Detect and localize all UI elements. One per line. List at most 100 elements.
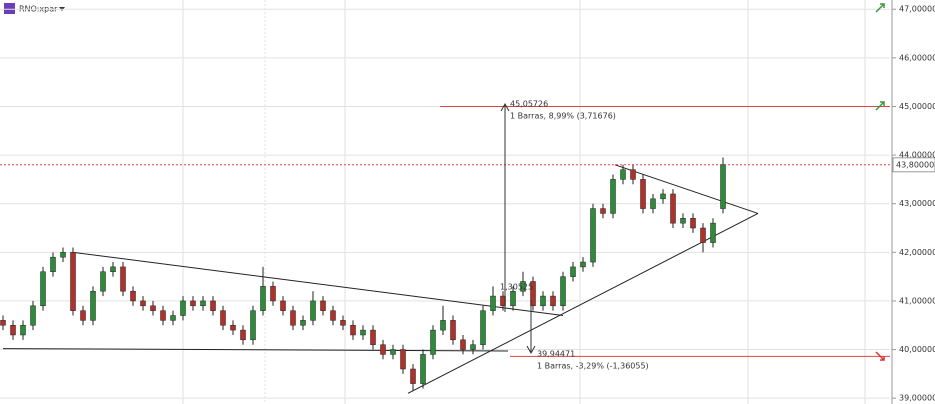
candle-body xyxy=(650,198,656,209)
plot: 39,00000 40,00000 41,00000 42,00000 43,00000… xyxy=(0,5,935,403)
candle-body xyxy=(270,286,276,302)
candle-body xyxy=(190,300,196,307)
y-tick-label: 42,00000 xyxy=(899,248,935,257)
candle-body xyxy=(360,329,366,336)
candle-body xyxy=(510,290,516,307)
candle-body xyxy=(60,252,66,258)
last-price-label: 43,80000 xyxy=(896,160,934,169)
candle-body xyxy=(130,290,136,302)
symbol-icon xyxy=(4,3,15,14)
candle-body xyxy=(240,329,246,341)
candle-body xyxy=(600,208,606,214)
candle-body xyxy=(670,193,676,224)
annotation: 1 Barras, 8,99% (3,71676) xyxy=(510,112,616,121)
y-tick-label: 43,00000 xyxy=(899,199,935,208)
candle-body xyxy=(570,266,576,277)
y-tick-label: 44,00000 xyxy=(899,151,935,160)
y-tick-label: 46,00000 xyxy=(899,53,935,62)
candle-body xyxy=(630,169,636,180)
candle-body xyxy=(160,310,166,321)
candle-body xyxy=(460,339,466,350)
candle-body xyxy=(700,227,706,243)
candle-body xyxy=(140,300,146,307)
candle-body xyxy=(580,261,586,268)
candle-body xyxy=(320,300,326,311)
annotation: 39,94471 xyxy=(537,350,575,359)
candle-body xyxy=(280,300,286,311)
candle-body xyxy=(560,276,566,307)
alert-icon[interactable] xyxy=(875,3,885,13)
y-tick-label: 41,00000 xyxy=(899,296,935,305)
candle-body xyxy=(100,271,106,292)
trend-line xyxy=(407,212,759,394)
candle-body xyxy=(470,344,476,350)
candle-body xyxy=(90,290,96,321)
candle-body xyxy=(540,295,546,307)
candle-body xyxy=(0,320,6,326)
trend-line xyxy=(72,251,564,317)
last-price-box xyxy=(892,157,935,173)
candle-body xyxy=(30,305,36,326)
trend-line xyxy=(614,164,759,214)
vertical-grid xyxy=(182,0,866,404)
candle-body xyxy=(520,281,526,292)
candle-body xyxy=(220,310,226,326)
candle-body xyxy=(400,349,406,370)
measure-up-arrow xyxy=(500,102,510,312)
candle-body xyxy=(310,300,316,321)
y-tick-label: 39,00000 xyxy=(899,394,935,403)
candle-body xyxy=(550,295,556,307)
candle-body xyxy=(200,300,206,307)
candle-body xyxy=(170,315,176,321)
measure-down-arrow xyxy=(526,300,536,355)
candle-body xyxy=(300,320,306,326)
candle-body xyxy=(180,300,186,316)
candle-body xyxy=(590,208,596,263)
candle-body xyxy=(330,310,336,321)
candle-body xyxy=(660,193,666,200)
candle-body xyxy=(260,286,266,311)
candle-body xyxy=(690,218,696,229)
candle-body xyxy=(530,281,536,307)
candle-body xyxy=(440,320,446,331)
candle-body xyxy=(340,320,346,326)
candle-body xyxy=(370,329,376,345)
candle-body xyxy=(410,368,416,384)
y-tick-label: 45,00000 xyxy=(899,102,935,111)
trend-line xyxy=(2,348,509,352)
candle-body xyxy=(480,310,486,345)
candle-body xyxy=(40,271,46,307)
candle-body xyxy=(80,310,86,321)
candle-body xyxy=(680,218,686,224)
candle-body xyxy=(110,266,116,273)
candle-body xyxy=(450,320,456,341)
candle-body xyxy=(420,354,426,384)
candle-body xyxy=(150,305,156,311)
candle-body xyxy=(710,222,716,243)
candle-body xyxy=(230,324,236,331)
candle-body xyxy=(490,295,496,311)
annotation: 1,30525 xyxy=(500,283,533,292)
candle-body xyxy=(50,256,56,273)
alert-icon[interactable] xyxy=(875,101,885,111)
candle-body xyxy=(120,266,126,292)
candle-body xyxy=(620,169,626,180)
y-tick-label: 47,00000 xyxy=(899,5,935,14)
candle-body xyxy=(70,252,76,311)
candle-body xyxy=(720,164,726,209)
candle-body xyxy=(640,179,646,209)
y-tick-label: 40,00000 xyxy=(899,345,935,354)
candle-body xyxy=(390,349,396,355)
candle-body xyxy=(430,329,436,355)
candle-body xyxy=(20,324,26,336)
candle-body xyxy=(10,324,16,336)
candle-body xyxy=(250,310,256,341)
candle-body xyxy=(210,300,216,311)
annotation: 1 Barras, -3,29% (-1,36055) xyxy=(537,362,649,371)
candle-body xyxy=(290,310,296,326)
alert-icon[interactable] xyxy=(875,351,885,361)
candle-body xyxy=(610,179,616,214)
annotation: 45,05726 xyxy=(510,100,548,109)
